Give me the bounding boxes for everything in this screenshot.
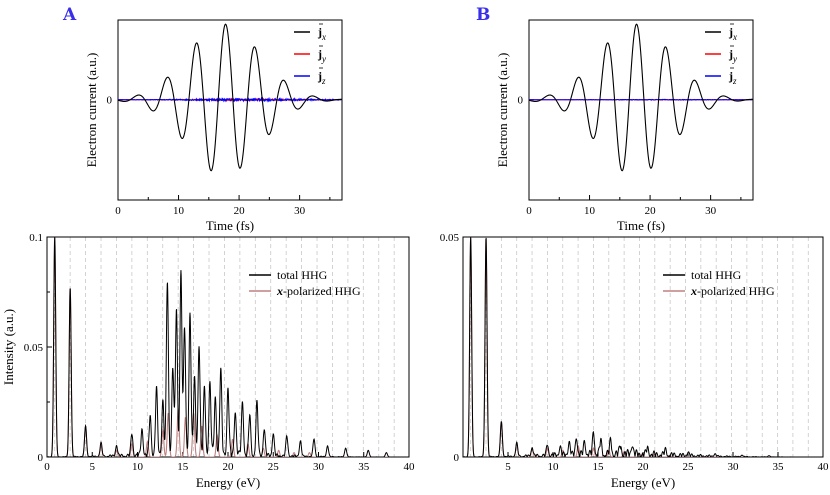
x-tick-label: 35 [773, 461, 785, 473]
legend-label: x-polarized HHG [276, 284, 361, 298]
x-tick-label: 0 [115, 205, 121, 217]
x-tick-label: 30 [705, 205, 717, 217]
legend-label-j_y: jy [728, 47, 737, 64]
x-tick-label: 15 [593, 461, 605, 473]
legend-label: total HHG [691, 268, 742, 282]
x-tick-label: 20 [638, 461, 650, 473]
series-line-x-polarized-HHG [463, 237, 823, 457]
y-tick-label: 0.1 [29, 232, 43, 244]
hhg-spectrum-plot-B: 5 10 15 20 25 30 35 40 0 0.05 Energy (eV) total HHG… [440, 232, 829, 490]
x-tick-label: 35 [358, 461, 370, 473]
x-tick-label: 30 [313, 461, 325, 473]
x-tick-label: 0 [526, 205, 532, 217]
legend-label: total HHG [277, 268, 328, 282]
x-axis-label: Energy (eV) [196, 475, 260, 490]
plot-frame-2 [46, 236, 410, 458]
x-tick-label: 25 [683, 461, 695, 473]
y-tick-label: 0.05 [440, 232, 460, 244]
x-tick-label: 20 [223, 461, 235, 473]
y-tick-label: 0.05 [24, 342, 44, 354]
x-tick-label: 15 [177, 461, 189, 473]
x-axis-label: Time (fs) [617, 218, 665, 233]
legend-label-j_x: jx [728, 25, 737, 42]
series-line-j_x [528, 23, 754, 172]
series-line-j_x [117, 23, 343, 172]
x-axis-label: Time (fs) [206, 218, 254, 233]
y-axis-label: Intensity (a.u.) [1, 309, 16, 385]
legend-label: x-polarized HHG [690, 284, 775, 298]
plot-frame-1 [528, 19, 754, 201]
series-line-x-polarized-HHG [47, 237, 409, 457]
series-line-j_z [528, 98, 754, 101]
x-tick-label: 20 [645, 205, 657, 217]
x-tick-label: 20 [234, 205, 246, 217]
x-tick-label: 10 [132, 461, 144, 473]
current-plot-B: 0 10 20 30 0 Time (fs) Electron current (a.u.)… [495, 19, 754, 233]
x-axis-label: Energy (eV) [611, 475, 675, 490]
x-tick-label: 30 [294, 205, 306, 217]
series-line-total-HHG [463, 237, 823, 457]
legend-label-j_z: jz [728, 69, 737, 86]
x-tick-label: 30 [728, 461, 740, 473]
legend-label-j_z: jz [317, 69, 326, 86]
y-tick-label: 0 [518, 95, 524, 107]
y-tick-label: 0 [107, 95, 113, 107]
x-tick-label: 25 [268, 461, 280, 473]
y-tick-label: 0 [38, 452, 44, 464]
series-line-j_z [117, 96, 343, 103]
x-tick-label: 10 [548, 461, 560, 473]
y-tick-label: 0 [454, 452, 460, 464]
x-tick-label: 0 [44, 461, 50, 473]
plot-frame-0 [117, 19, 343, 201]
current-plot-A: 0 10 20 30 0 Time (fs) Electron current (a.u.)… [84, 19, 343, 233]
x-tick-label: 10 [173, 205, 185, 217]
plot-frame-3 [462, 236, 824, 458]
series-line-total-HHG [47, 237, 409, 457]
panel-label-A: A [62, 5, 77, 25]
panel-label-B: B [476, 5, 490, 25]
y-axis-label: Electron current (a.u.) [495, 53, 510, 168]
legend-label-j_y: jy [317, 47, 326, 64]
y-axis-label: Electron current (a.u.) [84, 53, 99, 168]
x-tick-label: 5 [90, 461, 96, 473]
x-tick-label: 40 [404, 461, 416, 473]
x-tick-label: 5 [505, 461, 511, 473]
x-tick-label: 10 [584, 205, 596, 217]
legend-label-j_x: jx [317, 25, 326, 42]
hhg-spectrum-plot-A: 0 5 10 15 20 25 30 35 40 0 0.05 0.1 Energy (eV) Inten… [1, 232, 415, 490]
x-tick-label: 40 [818, 461, 830, 473]
